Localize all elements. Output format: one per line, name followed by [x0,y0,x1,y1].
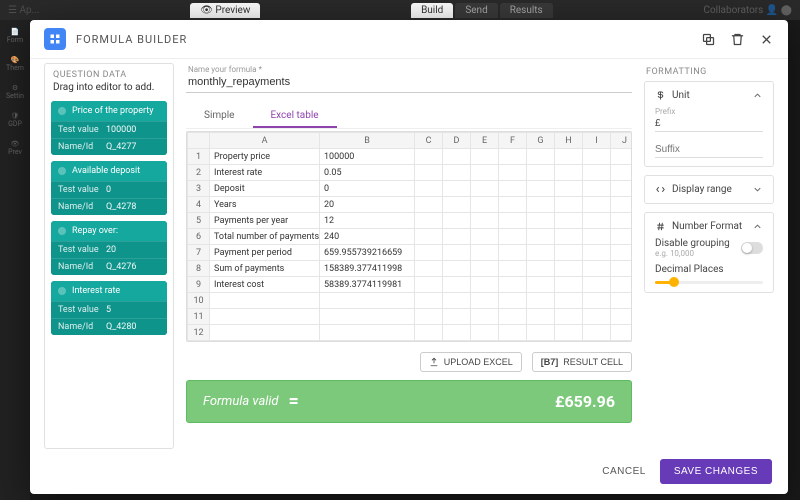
question-data-panel: QUESTION DATA Drag into editor to add. P… [44,63,174,449]
formatting-panel: FORMATTING Unit Prefix Display range [644,63,774,449]
bg-build-tab: Build [411,3,453,18]
app-background-sidebar: 📄Form 🎨Them ⚙Settin 🛡GDP 👁Prev [0,20,30,500]
bg-results-tab: Results [500,3,553,18]
formula-valid-label: Formula valid [203,394,279,409]
range-icon [655,184,666,195]
dollar-icon [655,90,666,101]
question-card[interactable]: Available depositTest value0Name/IdQ_427… [51,161,167,215]
question-card[interactable]: Price of the propertyTest value100000Nam… [51,101,167,155]
unit-section: Unit Prefix [644,81,774,167]
formula-builder-modal: FORMULA BUILDER QUESTION DATA Drag into … [30,20,788,494]
formatting-heading: FORMATTING [644,63,774,81]
formula-valid-bar: Formula valid = £659.96 [186,380,632,423]
disable-grouping-toggle[interactable] [741,242,763,254]
bg-preview-tab: 👁 Preview [190,3,260,18]
formula-name-label: Name your formula * [186,63,632,74]
result-cell-button[interactable]: [B7] RESULT CELL [532,352,632,372]
chevron-up-icon[interactable] [752,90,763,101]
number-format-section: Number Format Disable grouping e.g. 10,0… [644,212,774,293]
question-data-sub: Drag into editor to add. [45,80,173,101]
save-changes-button[interactable]: SAVE CHANGES [660,459,772,484]
decimal-places-slider[interactable] [655,281,763,284]
cancel-button[interactable]: CANCEL [602,466,646,477]
copy-icon[interactable] [701,32,716,47]
bg-send-tab: Send [455,3,497,18]
editor-tabs: Simple Excel table [186,105,632,129]
formula-result-amount: £659.96 [555,392,615,411]
question-card[interactable]: Interest rateTest value5Name/IdQ_4280 [51,281,167,335]
modal-footer: CANCEL SAVE CHANGES [30,449,788,494]
excel-table[interactable]: ABCDEFGHIJKLM1Property price1000002Inter… [186,131,632,342]
equals-icon: = [289,391,299,412]
chevron-down-icon[interactable] [752,184,763,195]
delete-icon[interactable] [730,32,745,47]
center-editor: Name your formula * Simple Excel table A… [186,63,632,449]
app-background-topbar: ☰ Ap... 👁 Preview Build Send Results Col… [0,0,800,20]
hash-icon [655,221,666,232]
question-card[interactable]: Repay over:Test value20Name/IdQ_4276 [51,221,167,275]
formula-name-input[interactable] [186,74,632,93]
tab-excel[interactable]: Excel table [253,105,337,128]
prefix-input[interactable] [655,116,763,132]
chevron-up-icon[interactable] [752,221,763,232]
formula-icon [44,28,66,50]
upload-excel-button[interactable]: UPLOAD EXCEL [420,352,522,372]
modal-header: FORMULA BUILDER [30,20,788,59]
question-data-heading: QUESTION DATA [45,64,173,80]
close-icon[interactable] [759,32,774,47]
modal-title: FORMULA BUILDER [76,33,691,46]
tab-simple[interactable]: Simple [186,105,253,128]
display-range-section[interactable]: Display range [644,175,774,204]
suffix-input[interactable] [655,142,763,158]
